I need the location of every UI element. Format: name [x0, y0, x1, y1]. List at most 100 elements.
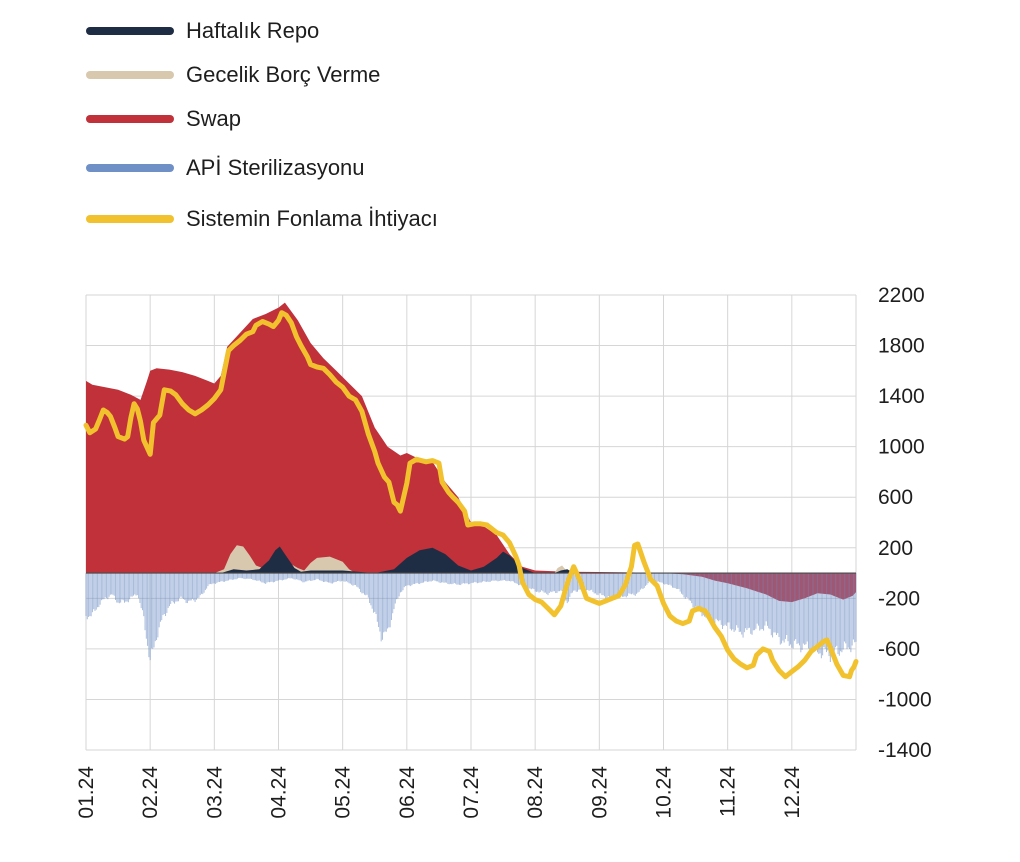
api-bar: [834, 573, 836, 648]
api-bar: [421, 573, 423, 583]
x-tick-label: 12.24: [781, 766, 804, 819]
api-bar: [220, 573, 222, 582]
api-bar: [147, 573, 149, 646]
api-bar: [471, 573, 473, 583]
api-bar: [206, 573, 208, 589]
api-bar: [793, 573, 795, 641]
api-bar: [591, 573, 593, 590]
api-bar: [149, 573, 151, 661]
api-bar: [588, 573, 590, 591]
api-bar: [194, 573, 196, 603]
api-bar: [677, 573, 679, 589]
legend-label-funding-need: Sistemin Fonlama İhtiyacı: [186, 206, 438, 231]
api-bar: [424, 573, 426, 582]
api-bar: [190, 573, 192, 601]
api-bar: [809, 573, 811, 655]
api-bar: [224, 573, 226, 582]
api-bar: [150, 573, 152, 649]
api-bar: [609, 573, 611, 598]
api-bar: [774, 573, 776, 633]
api-bar: [619, 573, 621, 596]
api-bar: [275, 573, 277, 581]
legend-label-weekly-repo: Haftalık Repo: [186, 18, 320, 43]
api-bar: [854, 573, 856, 643]
api-bar: [773, 573, 775, 633]
api-bar: [480, 573, 482, 583]
api-bar: [770, 573, 772, 636]
api-bar: [500, 573, 501, 581]
api-bar: [103, 573, 105, 600]
api-bar: [181, 573, 183, 599]
api-bar: [518, 573, 519, 586]
api-bar: [634, 573, 636, 596]
api-bar: [654, 573, 655, 582]
api-bar: [157, 573, 159, 638]
api-bar: [289, 573, 291, 579]
api-bar: [491, 573, 493, 581]
api-bar: [727, 573, 729, 623]
api-bar: [212, 573, 214, 584]
api-bar: [271, 573, 273, 582]
api-bar: [628, 573, 630, 594]
api-bar: [845, 573, 847, 644]
api-bar: [230, 573, 232, 580]
api-bar: [372, 573, 374, 613]
api-bar: [352, 573, 354, 586]
api-bar: [265, 573, 267, 584]
api-bar: [367, 573, 369, 598]
api-bar: [320, 573, 322, 581]
api-bar: [141, 573, 143, 611]
api-bar: [390, 573, 392, 621]
api-bar: [675, 573, 677, 589]
api-bar: [162, 573, 164, 616]
api-bar: [453, 573, 455, 583]
api-bar: [643, 573, 645, 588]
api-bar: [447, 573, 449, 585]
api-bar: [125, 573, 127, 602]
api-bar: [94, 573, 96, 611]
api-bar: [406, 573, 408, 586]
api-bar: [511, 573, 513, 582]
api-bar: [180, 573, 182, 597]
api-bar: [396, 573, 398, 600]
api-bar: [369, 573, 371, 603]
api-bar: [836, 573, 838, 646]
api-bar: [824, 573, 826, 649]
api-bar: [410, 573, 412, 587]
api-bar: [818, 573, 820, 654]
api-bar: [589, 573, 591, 591]
api-bar: [256, 573, 258, 581]
api-bar: [161, 573, 163, 621]
api-bar: [755, 573, 757, 629]
api-bar: [530, 573, 532, 590]
api-bar: [668, 573, 670, 585]
api-bar: [207, 573, 209, 587]
api-bar: [267, 573, 269, 582]
api-bar: [787, 573, 789, 642]
api-bar: [795, 573, 797, 640]
api-bar: [439, 573, 441, 584]
api-bar: [470, 573, 472, 583]
api-bar: [660, 573, 662, 583]
api-bar: [204, 573, 206, 591]
x-tick-label: 10.24: [653, 766, 676, 819]
api-bar: [451, 573, 453, 585]
api-bar: [829, 573, 831, 663]
api-bar: [811, 573, 813, 651]
api-bar: [133, 573, 134, 596]
api-bar: [760, 573, 762, 630]
api-bar: [202, 573, 204, 595]
api-bar: [747, 573, 749, 629]
api-bar: [458, 573, 460, 585]
api-bar: [121, 573, 123, 600]
api-bar: [284, 573, 286, 580]
api-bar: [779, 573, 781, 645]
api-bar: [503, 573, 505, 580]
api-bar: [642, 573, 644, 589]
api-bar: [691, 573, 693, 604]
api-bar: [570, 573, 572, 594]
api-bar: [464, 573, 466, 584]
api-bar: [197, 573, 199, 599]
x-tick-label: 07.24: [460, 766, 483, 819]
api-bar: [127, 573, 129, 603]
